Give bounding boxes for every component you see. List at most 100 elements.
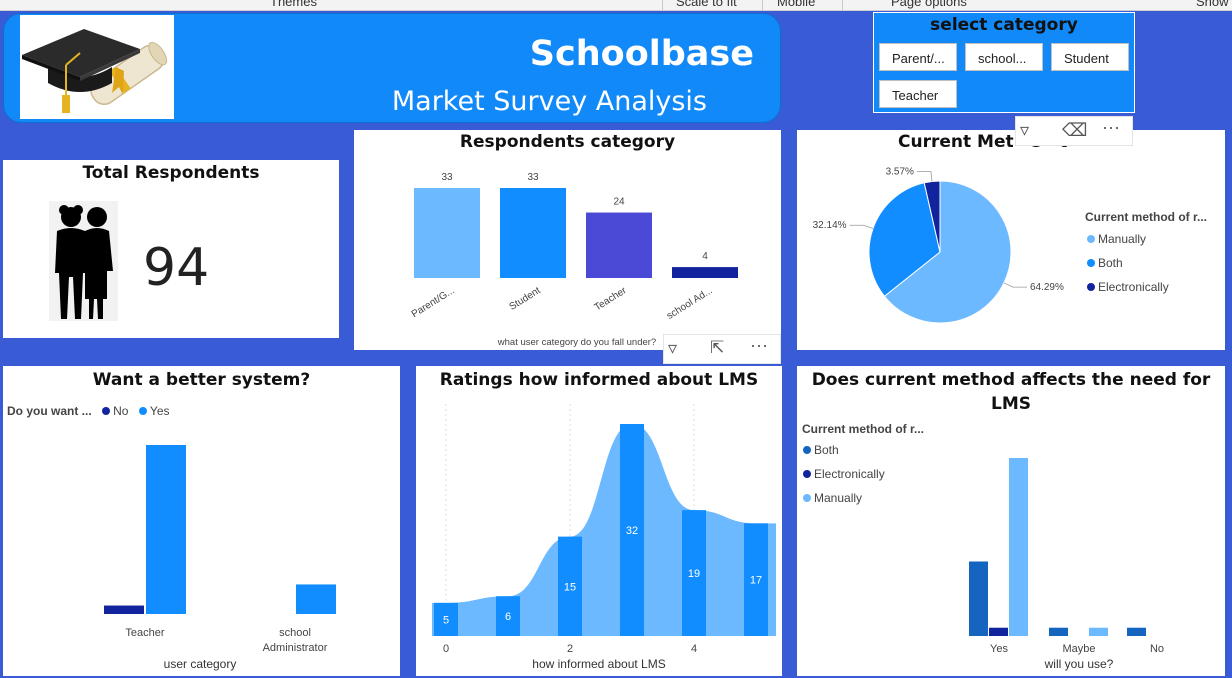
bar: [500, 188, 566, 278]
respondents-bar-chart: 33 Parent/G... 33 Student 24 Teacher 4 school A…: [410, 172, 738, 348]
x-axis-label: what user category do you fall under?: [497, 337, 656, 348]
leader-line: [1003, 282, 1027, 288]
better-system-bar-chart: Teacher school Administrator user category: [104, 445, 336, 671]
legend-item: Electronically: [1087, 278, 1169, 296]
data-label: 15: [564, 581, 576, 593]
more-options-icon[interactable]: ···: [750, 335, 768, 355]
ratings-area-chart: 5 6 15 32 19 17 0 2 4 how informed about LMS: [432, 404, 776, 671]
bar: [296, 584, 336, 614]
legend-item: Both: [1087, 254, 1169, 272]
affects-bar-chart: Yes Maybe No will you use?: [969, 458, 1164, 671]
legend-item: Manually: [803, 489, 885, 507]
data-label: 17: [750, 575, 762, 587]
tick-label: Teacher: [125, 627, 164, 639]
ratings-chart: Ratings how informed about LMS 5 6 15 32 19 1…: [416, 366, 782, 676]
chart-title: Ratings how informed about LMS: [439, 370, 759, 390]
slicer-chip-parent[interactable]: Parent/...: [879, 43, 957, 71]
tick-label: 4: [691, 643, 697, 655]
affects-need-chart: Does current method affects the need for…: [797, 366, 1225, 676]
menu-scale-to-fit[interactable]: Scale to fit: [676, 0, 737, 9]
legend-label: Yes: [149, 403, 170, 418]
slicer-chip-teacher[interactable]: Teacher: [879, 80, 957, 108]
category-slicer: select category Parent/... school... Stu…: [873, 12, 1135, 113]
respondents-category-chart: Respondents category 33 Parent/G... 33 Stud…: [354, 130, 781, 350]
slicer-chip-student[interactable]: Student: [1051, 43, 1129, 71]
slice-label: 32.14%: [813, 220, 847, 231]
value-column: [620, 424, 644, 636]
tick-label: school: [279, 627, 311, 639]
ribbon-menu-bar: Themes Scale to fit Mobile Page options …: [0, 0, 1232, 11]
bar: [1009, 458, 1028, 636]
x-axis-label: will you use?: [1044, 657, 1114, 671]
leader-line: [849, 224, 874, 229]
bar: [146, 445, 186, 614]
legend-label: Both: [1098, 255, 1123, 270]
total-respondents-value: 94: [143, 238, 210, 298]
data-label: 33: [527, 172, 539, 183]
legend-title: Current method of r...: [1085, 210, 1208, 224]
bar: [1127, 627, 1146, 636]
area-fill: [432, 424, 776, 636]
brand-subtitle: Market Survey Analysis: [391, 86, 707, 117]
tick-label: 0: [443, 643, 449, 655]
eraser-icon[interactable]: ⌫: [1062, 120, 1088, 140]
graduation-cap-diploma-icon: [20, 15, 174, 119]
legend-marker: [138, 406, 147, 415]
legend-label: No: [113, 403, 129, 418]
filter-icon[interactable]: ▿: [1020, 120, 1030, 140]
slicer-chip-school[interactable]: school...: [965, 43, 1043, 71]
tick-label: 2: [567, 643, 573, 655]
data-label: 33: [441, 172, 453, 183]
method-pie-chart: 64.29% 32.14% 3.57%: [813, 167, 1064, 324]
data-label: 5: [443, 614, 449, 626]
menu-themes[interactable]: Themes: [270, 0, 317, 9]
data-label: 32: [626, 525, 638, 537]
tick-label: school Ad...: [665, 285, 715, 322]
bar: [414, 188, 480, 278]
legend-marker: [803, 469, 811, 478]
legend-title: Do you want ...: [7, 403, 92, 418]
slicer-title: select category: [930, 15, 1078, 35]
legend-label: Manually: [814, 490, 863, 505]
more-options-icon[interactable]: ···: [1102, 117, 1120, 137]
value-column: [682, 510, 706, 636]
legend-item: Electronically: [803, 465, 885, 483]
chart-title: Does current method affects the need for: [811, 370, 1211, 390]
tick-label: Parent/G...: [410, 285, 457, 320]
value-column: [496, 596, 520, 636]
tick-label: Student: [508, 285, 543, 313]
bar: [969, 561, 988, 636]
visual-header-toolbar: ▿ ⌫ ···: [1015, 116, 1133, 146]
legend-item: Both: [803, 441, 885, 459]
menu-divider: [842, 0, 843, 10]
menu-show[interactable]: Show: [1196, 0, 1229, 9]
legend-item: Manually: [1087, 230, 1169, 248]
legend-marker: [803, 493, 811, 502]
legend-label: Electronically: [1098, 279, 1169, 294]
focus-mode-icon[interactable]: ⇱: [710, 338, 725, 357]
tick-label: No: [1150, 643, 1164, 655]
bar: [1049, 627, 1068, 636]
legend-label: Manually: [1098, 231, 1147, 246]
legend-marker: [1087, 258, 1095, 267]
menu-mobile[interactable]: Mobile: [777, 0, 816, 9]
filter-icon[interactable]: ▿: [668, 338, 678, 358]
data-label: 19: [688, 568, 700, 580]
brand-title: Schoolbase: [529, 34, 754, 74]
value-column: [434, 602, 458, 636]
legend-marker: [1087, 282, 1095, 291]
tick-label: Yes: [990, 643, 1008, 655]
legend-marker: [1087, 234, 1095, 243]
leader-line: [916, 171, 933, 182]
bar: [989, 627, 1008, 636]
bar: [586, 212, 652, 278]
legend-label: Electronically: [814, 466, 885, 481]
total-respondents-card: Total Respondents 94: [3, 160, 339, 338]
legend: Do you want ... No Yes: [7, 402, 170, 420]
current-method-chart: Current Met s t 64.29% 32.14% 3.57% Curren…: [797, 130, 1225, 350]
chart-title-line2: LMS: [991, 394, 1031, 414]
menu-page-options[interactable]: Page options: [891, 0, 967, 9]
menu-divider: [662, 0, 663, 10]
students-silhouette-icon: [49, 201, 118, 321]
